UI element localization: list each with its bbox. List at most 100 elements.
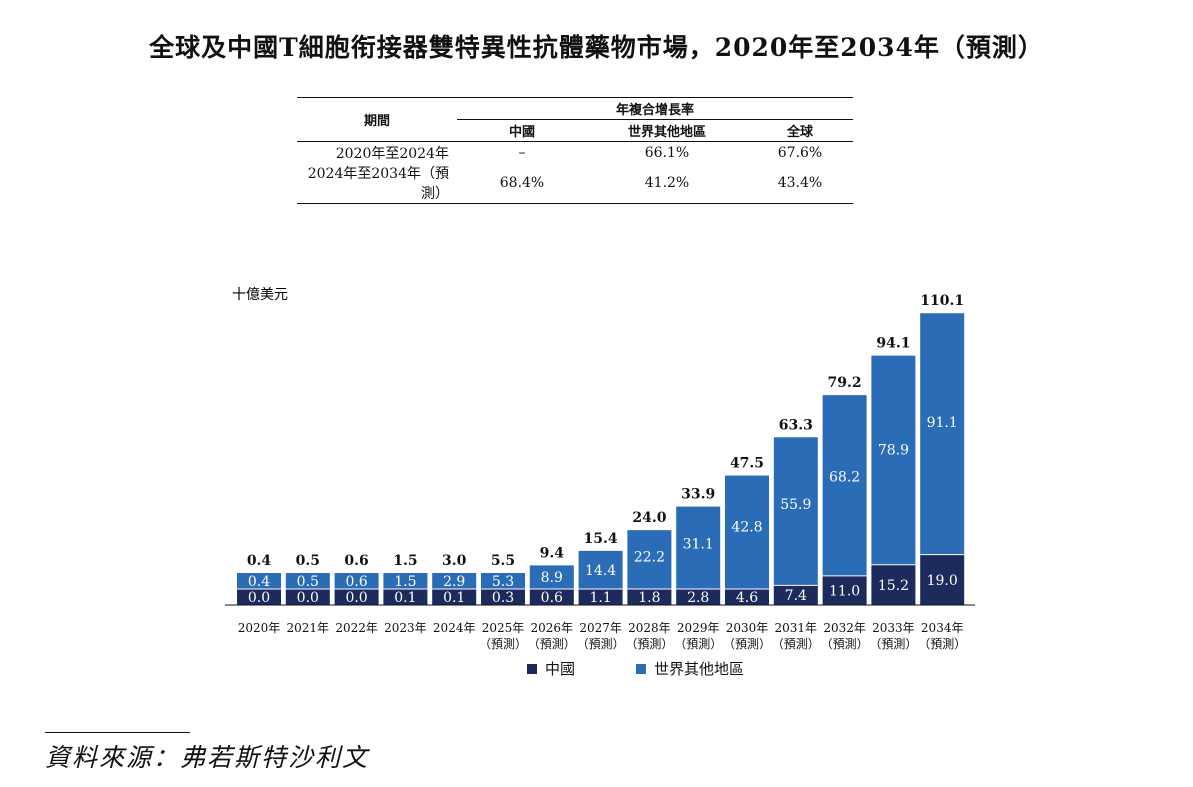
table-row: 2020年至2024年 – 66.1% 67.6%: [297, 141, 853, 163]
bar-segment-china: [920, 554, 965, 605]
bar-label-china: 4.6: [736, 590, 758, 606]
legend-swatch-rest-of-world: [636, 664, 646, 674]
bar-label-rest-of-world: 8.9: [541, 570, 563, 586]
x-tick-label: 2031年: [775, 621, 818, 635]
table-header-global: 全球: [747, 119, 853, 142]
bar-segment-china: [481, 589, 525, 605]
bar-segment-rest-of-world: [676, 506, 721, 589]
bar-label-rest-of-world: 91.1: [927, 415, 958, 431]
bar-segment-rest-of-world: [237, 573, 281, 589]
bar-segment-rest-of-world: [285, 573, 330, 589]
bar-label-china: 19.0: [927, 573, 958, 589]
source-divider: [45, 732, 190, 733]
bar-segment-rest-of-world: [773, 437, 818, 586]
bar-label-china: 7.4: [785, 588, 807, 604]
bar-label-china: 0.0: [345, 590, 367, 606]
table-cell: 66.1%: [587, 141, 747, 163]
bar-segment-rest-of-world: [822, 395, 867, 576]
legend-label-rest-of-world: 世界其他地區: [654, 660, 744, 678]
x-tick-label: 2027年: [579, 621, 622, 635]
table-cell: 43.4%: [747, 163, 853, 204]
cagr-table: 期間 年複合增長率 中國 世界其他地區 全球 2020年至2024年 – 66.…: [297, 97, 853, 204]
bars-group: 0.00.40.40.00.50.50.00.60.60.11.51.50.12…: [237, 293, 965, 606]
bar-label-rest-of-world: 1.5: [394, 574, 416, 590]
bar-segment-rest-of-world: [578, 550, 623, 589]
x-tick-label: （預測）: [723, 637, 771, 651]
bar-segment-rest-of-world: [383, 573, 428, 589]
x-axis-tick-labels: 2020年 2021年 2022年 2023年 2024年 2025年（預測）2026年（…: [238, 621, 966, 651]
chart-title: 全球及中國T細胞衔接器雙特異性抗體藥物市場，2020年至2034年（預測）: [149, 33, 1044, 62]
bar-label-rest-of-world: 14.4: [585, 563, 616, 579]
bar-segment-china: [773, 585, 818, 605]
bar-label-china: 0.6: [541, 590, 563, 606]
x-tick-label: 2028年: [628, 621, 671, 635]
x-tick-label: 2030年: [726, 621, 769, 635]
x-tick-label: （預測）: [625, 637, 673, 651]
x-tick-label: 2032年: [823, 621, 866, 635]
x-tick-label: （預測）: [821, 637, 869, 651]
bar-segment-china: [383, 589, 428, 605]
bar-segment-china: [432, 589, 477, 605]
bar-segment-china: [529, 589, 574, 605]
table-cell-period: 2024年至2034年（預測）: [297, 163, 457, 204]
table-cell: –: [457, 141, 587, 163]
bar-total-label: 79.2: [828, 375, 862, 391]
bar-segment-china: [871, 564, 916, 605]
bar-segment-rest-of-world: [725, 475, 769, 589]
bar-segment-rest-of-world: [334, 573, 379, 589]
bar-segment-china: [676, 589, 721, 605]
bar-total-label: 15.4: [584, 531, 618, 547]
bar-label-china: 0.0: [297, 590, 319, 606]
x-tick-label: （預測）: [918, 637, 966, 651]
bar-segment-rest-of-world: [432, 573, 477, 589]
bar-total-label: 0.5: [296, 553, 320, 569]
bar-total-label: 0.6: [344, 553, 368, 569]
x-tick-label: （預測）: [869, 637, 917, 651]
bar-label-rest-of-world: 0.5: [297, 574, 319, 590]
x-tick-label: （預測）: [772, 637, 820, 651]
bar-segment-china: [334, 589, 379, 605]
legend-label-china: 中國: [545, 660, 575, 678]
bar-label-rest-of-world: 0.6: [345, 574, 367, 590]
x-tick-label: 2034年: [921, 621, 964, 635]
bar-label-china: 0.0: [248, 590, 270, 606]
bar-total-label: 5.5: [491, 553, 515, 569]
bar-label-china: 1.8: [638, 590, 660, 606]
table-header-rest-of-world: 世界其他地區: [587, 119, 747, 142]
bar-label-china: 0.1: [394, 590, 416, 606]
bar-total-label: 1.5: [393, 553, 417, 569]
x-tick-label: 2029年: [677, 621, 720, 635]
table-header-period: 期間: [297, 97, 457, 142]
x-tick-label: 2021年: [287, 621, 330, 635]
bar-label-china: 11.0: [829, 583, 860, 599]
bar-segment-china: [578, 589, 623, 605]
legend: 中國 世界其他地區: [527, 660, 744, 678]
source-note: 資料來源：弗若斯特沙利文: [45, 743, 370, 772]
bar-total-label: 9.4: [540, 545, 565, 561]
x-tick-label: （預測）: [528, 637, 576, 651]
bar-label-china: 1.1: [589, 590, 611, 606]
x-tick-label: 2033年: [872, 621, 915, 635]
bar-segment-china: [627, 589, 672, 605]
table-cell-period: 2020年至2024年: [297, 141, 457, 163]
bar-segment-rest-of-world: [871, 355, 916, 565]
bar-label-rest-of-world: 0.4: [248, 574, 270, 590]
bar-label-rest-of-world: 22.2: [634, 550, 665, 566]
table-cell: 67.6%: [747, 141, 853, 163]
bar-total-label: 63.3: [779, 417, 813, 433]
bar-segment-china: [725, 589, 769, 605]
bar-segment-rest-of-world: [627, 530, 672, 589]
bar-segment-rest-of-world: [920, 313, 965, 555]
y-axis-unit-label: 十億美元: [232, 287, 288, 303]
x-tick-label: 2020年: [238, 621, 281, 635]
x-tick-label: （預測）: [479, 637, 527, 651]
x-tick-label: 2023年: [384, 621, 427, 635]
x-tick-label: （預測）: [674, 637, 722, 651]
bar-label-rest-of-world: 68.2: [829, 469, 860, 485]
bar-total-label: 110.1: [920, 293, 964, 309]
table-header-group: 年複合增長率: [457, 97, 853, 120]
bar-segment-china: [285, 589, 330, 605]
bar-total-label: 0.4: [247, 553, 272, 569]
bar-segment-rest-of-world: [529, 565, 574, 589]
